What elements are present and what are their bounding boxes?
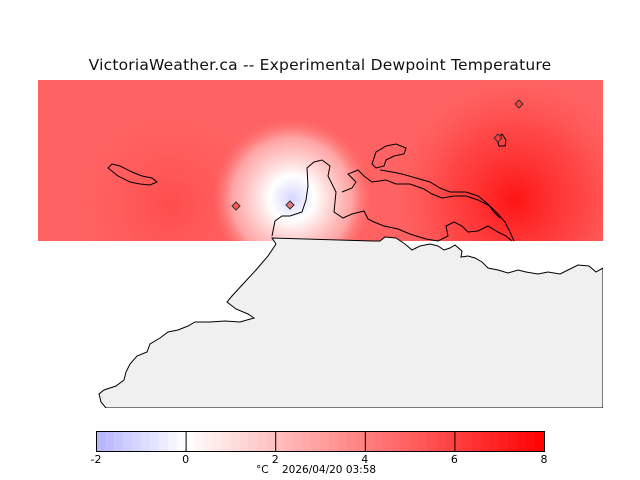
land-vancouver-island bbox=[271, 159, 513, 242]
colorbar-step bbox=[400, 431, 411, 451]
colorbar-step bbox=[517, 431, 527, 451]
colorbar-step bbox=[328, 431, 339, 451]
colorbar-step bbox=[391, 431, 402, 451]
colorbar-step bbox=[508, 431, 518, 451]
colorbar-step bbox=[185, 431, 196, 451]
land-inlet-north bbox=[341, 169, 515, 242]
colorbar-step bbox=[409, 431, 420, 451]
colorbar-step bbox=[320, 431, 330, 451]
dewpoint-map bbox=[38, 80, 603, 408]
colorbar-step bbox=[149, 431, 160, 451]
colorbar-step bbox=[203, 431, 214, 451]
colorbar-step bbox=[284, 431, 294, 451]
island-west bbox=[107, 163, 158, 186]
colorbar-step bbox=[535, 431, 545, 451]
colorbar-step bbox=[176, 431, 187, 451]
colorbar-step bbox=[293, 431, 303, 451]
colorbar-step bbox=[275, 431, 285, 451]
colorbar-step bbox=[131, 431, 142, 451]
colorbar-step bbox=[104, 431, 115, 451]
colorbar-step bbox=[436, 431, 447, 451]
colorbar-step bbox=[113, 431, 124, 451]
timestamp: 2026/04/20 03:58 bbox=[281, 464, 377, 476]
colorbar-step bbox=[140, 431, 151, 451]
land-south bbox=[98, 236, 603, 408]
colorbar-frame bbox=[96, 431, 545, 452]
land-inlet-south bbox=[371, 143, 501, 219]
colorbar-tick-label: 8 bbox=[540, 453, 548, 466]
station-markers bbox=[231, 99, 524, 211]
colorbar-step bbox=[194, 431, 205, 451]
colorbar-step bbox=[463, 431, 473, 451]
colorbar-step bbox=[445, 431, 455, 451]
colorbar-step bbox=[96, 431, 106, 451]
colorbar-tick-label: 0 bbox=[182, 453, 190, 466]
station-marker bbox=[231, 201, 241, 211]
colorbar-step bbox=[311, 431, 321, 451]
colorbar-step bbox=[266, 431, 276, 451]
colorbar-step bbox=[221, 431, 231, 451]
station-marker bbox=[514, 99, 524, 109]
colorbar-tick-label: 2 bbox=[271, 453, 279, 466]
map-title: VictoriaWeather.ca -- Experimental Dewpo… bbox=[88, 56, 552, 74]
colorbar-step bbox=[382, 431, 393, 451]
station-marker bbox=[493, 133, 503, 143]
colorbar-step bbox=[346, 431, 357, 451]
colorbar-tick-label: -2 bbox=[90, 453, 102, 466]
colorbar-step bbox=[158, 431, 169, 451]
colorbar-step bbox=[526, 431, 536, 451]
colorbar-step bbox=[364, 431, 375, 451]
colorbar-step bbox=[499, 431, 509, 451]
colorbar bbox=[96, 431, 545, 452]
colorbar-step bbox=[230, 431, 240, 451]
colorbar-step bbox=[257, 431, 267, 451]
colorbar-step bbox=[481, 431, 491, 451]
colorbar-step bbox=[490, 431, 500, 451]
colorbar-tick-label: 4 bbox=[361, 453, 369, 466]
colorbar-steps bbox=[96, 431, 545, 451]
station-marker bbox=[285, 200, 295, 210]
colorbar-step bbox=[122, 431, 133, 451]
colorbar-caption: °C 2026/04/20 03:58 bbox=[256, 464, 376, 476]
colorbar-step bbox=[454, 431, 464, 451]
colorbar-step bbox=[248, 431, 258, 451]
colorbar-step bbox=[212, 431, 223, 451]
colorbar-step bbox=[373, 431, 384, 451]
colorbar-step bbox=[427, 431, 438, 451]
colorbar-step bbox=[239, 431, 249, 451]
colorbar-step bbox=[337, 431, 348, 451]
unit-label: °C bbox=[256, 464, 269, 476]
island-east bbox=[496, 133, 507, 147]
colorbar-step bbox=[167, 431, 178, 451]
colorbar-step bbox=[302, 431, 312, 451]
colorbar-step bbox=[418, 431, 429, 451]
colorbar-tick-label: 6 bbox=[450, 453, 458, 466]
colorbar-step bbox=[355, 431, 366, 451]
colorbar-step bbox=[472, 431, 482, 451]
